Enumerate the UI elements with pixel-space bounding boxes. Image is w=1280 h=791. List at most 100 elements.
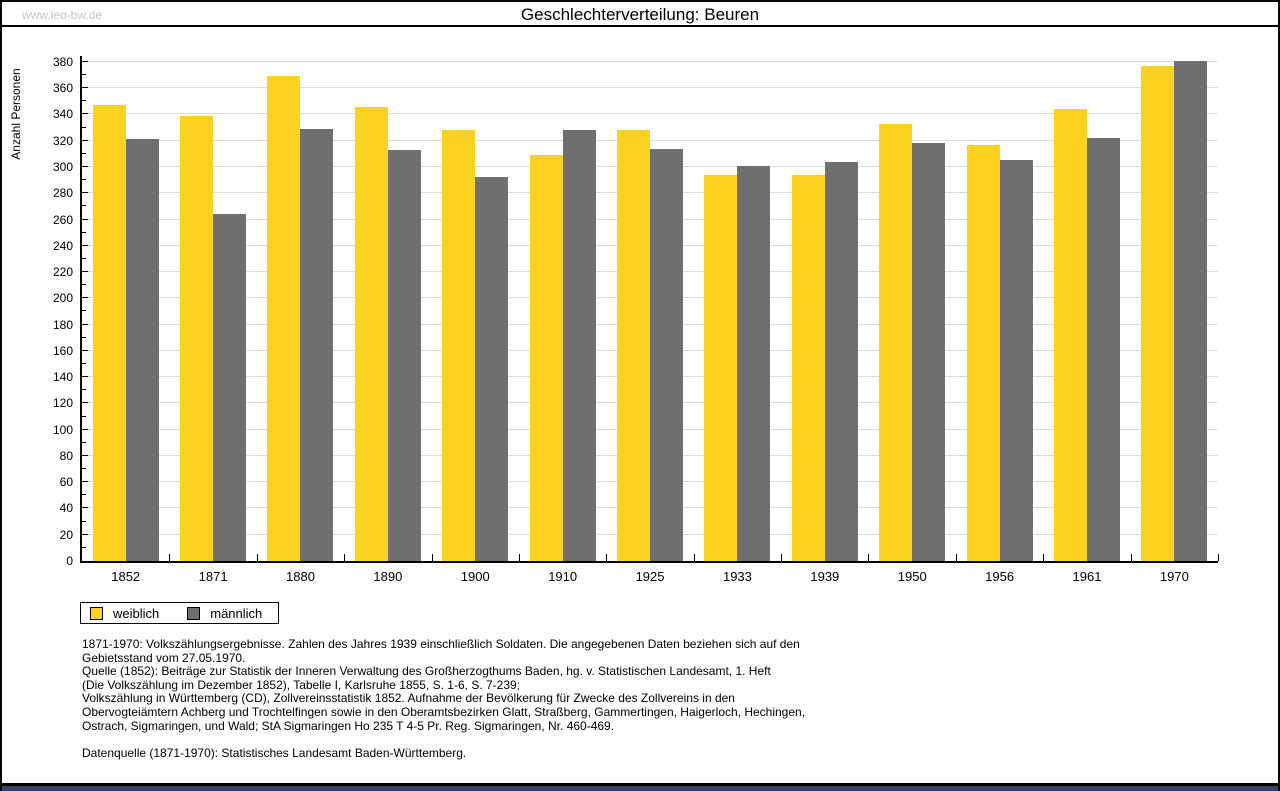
- footnotes: 1871-1970: Volkszählungsergebnisse. Zahl…: [82, 637, 922, 733]
- y-tick-300: [82, 165, 88, 167]
- legend-label-weiblich: weiblich: [113, 605, 160, 621]
- y-axis-label: 0: [66, 554, 73, 568]
- x-axis-labels: 1852 1871 1880 1890 1900 1910 1925 1933 1939 1950…: [82, 569, 1218, 584]
- gridline-340: [82, 113, 1218, 115]
- y-tick-260: [82, 218, 88, 220]
- footnote-line-3: Quelle (1852): Beiträge zur Statistik de…: [82, 664, 771, 679]
- y-tick-120: [82, 402, 88, 404]
- y-tick-190: [82, 310, 86, 312]
- bar-group-1852: [82, 56, 169, 561]
- bar-group-1871: [169, 56, 256, 561]
- y-tick-30: [82, 520, 86, 522]
- y-tick-350: [82, 100, 86, 102]
- x-axis-label-1890: 1890: [373, 569, 403, 584]
- bar-group-1910: [519, 56, 606, 561]
- footnote-line-5: Volkszählung in Württemberg (CD), Zollve…: [82, 691, 735, 706]
- footnote-line-6: Obervogteiämtern Achberg und Trochtelfin…: [82, 704, 806, 719]
- datasource-line: Datenquelle (1871-1970): Statistisches L…: [82, 746, 467, 760]
- bar-männlich-1910: [562, 130, 596, 561]
- y-tick-160: [82, 349, 88, 351]
- gridline-380: [82, 60, 1218, 62]
- y-tick-340: [82, 113, 88, 115]
- y-tick-50: [82, 494, 86, 496]
- y-axis-label: 240: [52, 238, 73, 253]
- bar-weiblich-1910: [529, 155, 563, 561]
- y-axis-label: 320: [52, 133, 73, 148]
- y-tick-180: [82, 323, 88, 325]
- x-axis-label-1961: 1961: [1072, 569, 1102, 584]
- bar-männlich-1880: [300, 128, 334, 561]
- bar-männlich-1950: [912, 143, 946, 561]
- y-tick-360: [82, 87, 88, 89]
- x-axis-label-1910: 1910: [548, 569, 578, 584]
- y-tick-290: [82, 179, 86, 181]
- watermark: www.leo-bw.de: [22, 8, 103, 22]
- y-axis-label: 60: [59, 475, 73, 490]
- y-tick-280: [82, 192, 88, 194]
- bar-weiblich-1950: [879, 123, 913, 561]
- x-tick-12: [1130, 554, 1132, 561]
- y-tick-240: [82, 244, 88, 246]
- bar-männlich-1961: [1086, 138, 1120, 561]
- y-axis-label: 20: [59, 527, 73, 542]
- x-tick-9: [868, 554, 870, 561]
- x-tick-11: [1043, 554, 1045, 561]
- y-tick-80: [82, 454, 88, 456]
- bar-weiblich-1852: [92, 105, 126, 561]
- y-tick-270: [82, 205, 86, 207]
- y-axis-label: 120: [52, 396, 73, 411]
- footnote-line-4: (Die Volkszählung im Dezember 1852), Tab…: [82, 677, 521, 692]
- page-title: Geschlechterverteilung: Beuren: [520, 5, 760, 24]
- bar-weiblich-1925: [617, 130, 651, 561]
- y-axis-label: 180: [52, 317, 73, 332]
- x-axis-label-1956: 1956: [985, 569, 1015, 584]
- y-axis-label: 40: [59, 501, 73, 516]
- bar-weiblich-1939: [791, 174, 825, 561]
- x-axis-label-1925: 1925: [635, 569, 665, 584]
- y-tick-130: [82, 389, 86, 391]
- y-tick-220: [82, 271, 88, 273]
- bar-männlich-1900: [475, 177, 509, 561]
- y-axis-label: 200: [52, 291, 73, 306]
- gridline-360: [82, 87, 1218, 89]
- y-axis-label: 160: [52, 343, 73, 358]
- y-tick-200: [82, 297, 88, 299]
- legend-item-weiblich: weiblich: [90, 606, 159, 621]
- y-tick-150: [82, 362, 86, 364]
- y-tick-60: [82, 481, 88, 483]
- y-tick-170: [82, 336, 86, 338]
- legend-swatch-männlich: [187, 606, 201, 620]
- bar-groups: [82, 56, 1218, 561]
- bar-männlich-1933: [737, 165, 771, 561]
- bar-weiblich-1900: [442, 130, 476, 561]
- bar-männlich-1956: [999, 160, 1033, 561]
- bar-group-1939: [781, 56, 868, 561]
- x-axis-label-1970: 1970: [1159, 569, 1189, 584]
- y-axis-label: 280: [52, 186, 73, 201]
- bar-weiblich-1890: [354, 106, 388, 561]
- y-tick-40: [82, 507, 88, 509]
- bar-männlich-1939: [824, 161, 858, 561]
- bottom-border: [2, 783, 1278, 786]
- bar-group-1956: [956, 56, 1043, 561]
- bar-männlich-1852: [125, 139, 159, 561]
- bar-weiblich-1970: [1141, 65, 1175, 561]
- y-tick-90: [82, 441, 86, 443]
- x-axis-label-1939: 1939: [810, 569, 840, 584]
- x-tick-1: [169, 554, 171, 561]
- y-axis-label: 220: [52, 265, 73, 280]
- x-axis-label-1852: 1852: [111, 569, 141, 584]
- legend-item-männlich: männlich: [187, 606, 262, 621]
- bar-weiblich-1961: [1053, 109, 1087, 561]
- bar-group-1970: [1131, 56, 1218, 561]
- y-axis-label: 80: [59, 448, 73, 463]
- x-axis-label-1871: 1871: [198, 569, 228, 584]
- bar-weiblich-1933: [704, 174, 738, 561]
- y-axis-label: 140: [52, 370, 73, 385]
- x-tick-7: [693, 554, 695, 561]
- bar-group-1900: [432, 56, 519, 561]
- y-axis-title-text: Anzahl Personen: [9, 68, 23, 160]
- y-axis-label: 340: [52, 107, 73, 122]
- x-axis-label-1900: 1900: [460, 569, 490, 584]
